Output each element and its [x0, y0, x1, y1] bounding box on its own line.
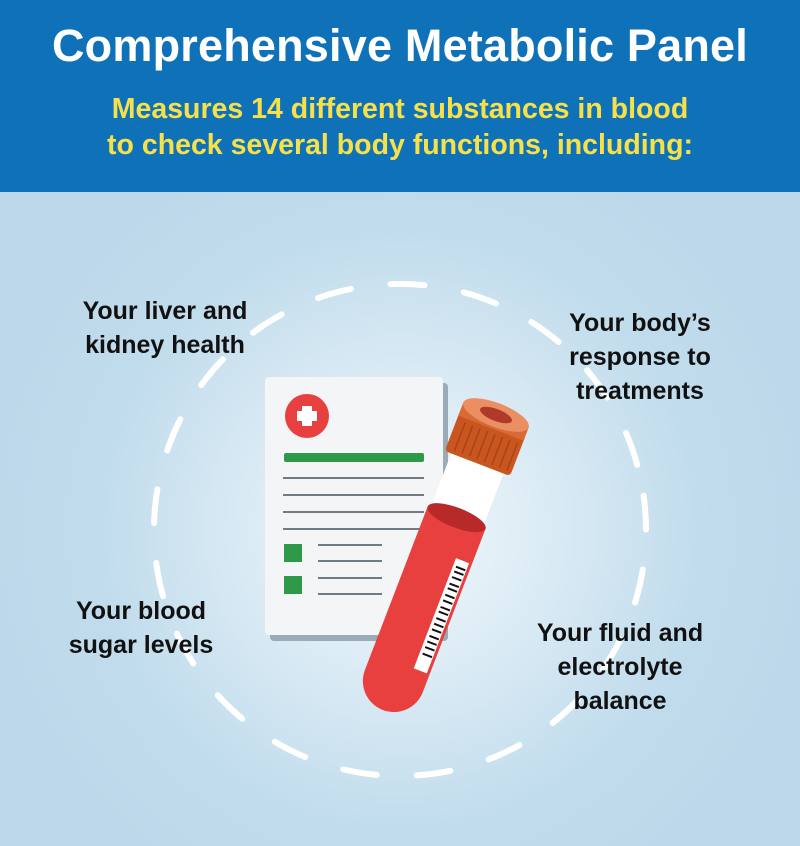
- function-label-blood-sugar: Your blood sugar levels: [68, 597, 214, 659]
- function-label-fluid-electrolyte: Your fluid and electrolyte balance: [536, 619, 704, 715]
- subtitle-line: Measures 14 different substances in bloo…: [111, 93, 689, 125]
- dashed-circle: [151, 281, 649, 779]
- function-label-liver-kidney: Your liver and kidney health: [82, 297, 248, 359]
- function-label-treatment-response: Your body’s response to treatments: [569, 309, 711, 405]
- header-banner: Comprehensive Metabolic Panel Measures 1…: [0, 0, 800, 192]
- page-title: Comprehensive Metabolic Panel: [51, 20, 748, 71]
- barcode-icon: [413, 558, 470, 674]
- checkbox-icon: [284, 544, 302, 562]
- page-subtitle: Measures 14 different substances in bloo…: [0, 91, 800, 163]
- red-cross-icon: [285, 394, 329, 438]
- blood-test-tube-icon: [362, 398, 529, 713]
- checkbox-icon: [284, 576, 302, 594]
- subtitle-line: to check several body functions, includi…: [107, 129, 693, 161]
